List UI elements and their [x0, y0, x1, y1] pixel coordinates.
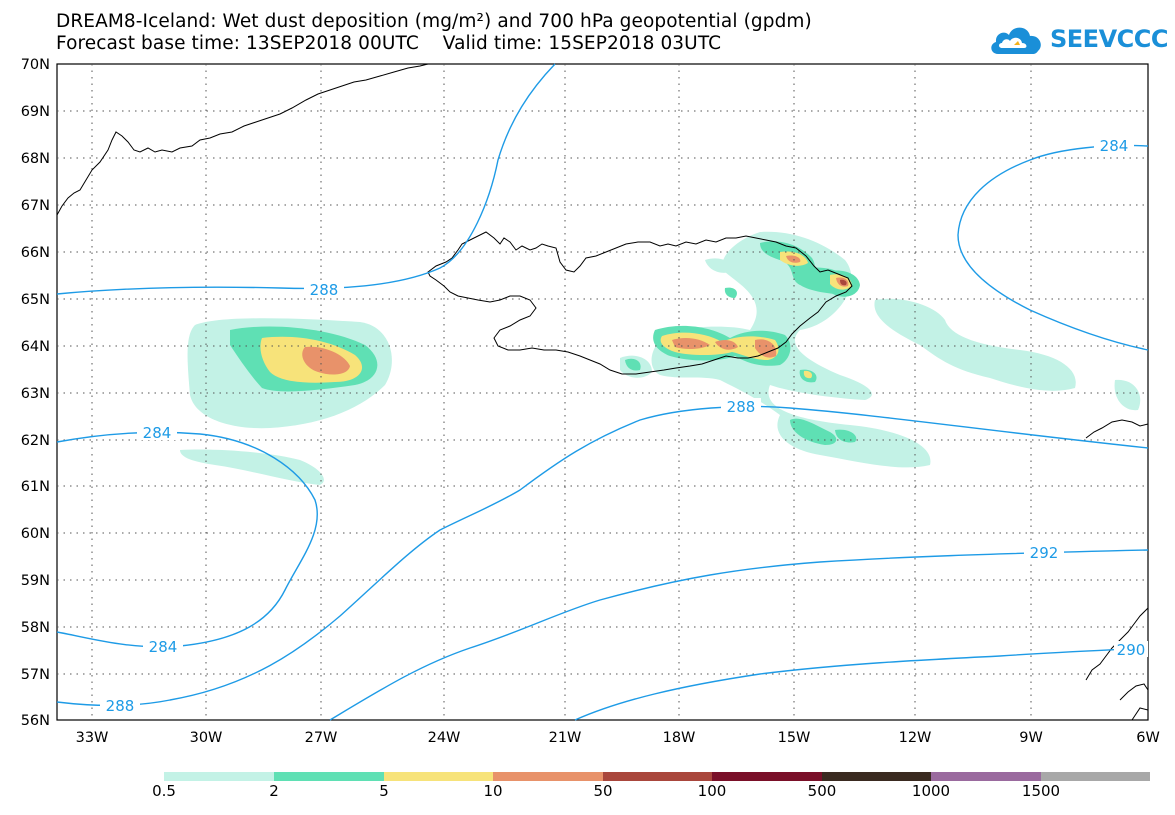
legend-label: 5 [379, 782, 389, 800]
legend-swatch [1041, 772, 1150, 781]
dust-area-north-light [705, 258, 731, 273]
dust-area-south-orange-2 [715, 339, 738, 350]
latitude-labels: 70N 69N 68N 67N 66N 65N 64N 63N 62N 61N … [21, 57, 50, 729]
legend-label: 500 [807, 782, 837, 800]
contour-label: 284 [143, 424, 172, 442]
greenland-coast [56, 63, 429, 216]
iceland-coast [427, 231, 853, 375]
contour-292 [329, 549, 1149, 721]
map-subtitle: Forecast base time: 13SEP2018 00UTC Vali… [56, 33, 722, 54]
contour-label: 292 [1030, 544, 1059, 562]
contour-label: 288 [106, 697, 135, 715]
legend-swatch [603, 772, 712, 781]
lat-label: 60N [21, 526, 50, 542]
contour-label: 290 [1117, 641, 1146, 659]
legend-label: 50 [593, 782, 613, 800]
lon-label: 30W [190, 730, 223, 746]
dust-area-northeast-orange [786, 255, 801, 263]
contour-label: 284 [149, 638, 178, 656]
legend-swatch [164, 772, 274, 781]
dust-area-northeast-light [874, 298, 1076, 391]
legend-label: 10 [483, 782, 503, 800]
lon-label: 24W [428, 730, 461, 746]
lat-label: 58N [21, 620, 50, 636]
contour-288-south [56, 405, 1149, 707]
legend-label: 1500 [1021, 782, 1061, 800]
dust-deposition-shading [180, 231, 1141, 485]
lat-label: 65N [21, 292, 50, 308]
seevccc-logo: SEEVCCC [988, 18, 1169, 60]
lat-label: 56N [21, 713, 50, 729]
dust-area-small-yellow [803, 370, 813, 379]
coastlines [56, 63, 1149, 721]
dust-area-small-green-1 [625, 358, 641, 371]
lon-label: 15W [778, 730, 811, 746]
dust-area-far-east-light [1114, 379, 1141, 411]
legend-swatch [493, 772, 603, 781]
lat-label: 67N [21, 198, 50, 214]
contour-288-north [56, 63, 556, 295]
lon-label: 33W [76, 730, 109, 746]
dust-area-southeast-green-2 [835, 429, 857, 443]
scotland-coast [1085, 607, 1149, 721]
contour-284-east [957, 144, 1149, 351]
dust-area-east-light [651, 231, 931, 468]
lon-label: 18W [663, 730, 696, 746]
map-title: DREAM8-Iceland: Wet dust deposition (mg/… [56, 11, 812, 32]
contour-290-south [574, 647, 1149, 721]
map-frame [56, 63, 1149, 721]
legend-swatch [384, 772, 493, 781]
lon-label: 6W [1136, 730, 1160, 746]
legend-colorbar [164, 772, 1150, 781]
lon-label: 27W [305, 730, 338, 746]
lon-label: 9W [1019, 730, 1043, 746]
dust-area-small-green-2 [724, 287, 737, 298]
dust-area-west-orange [302, 346, 350, 375]
cloud-logo-icon [991, 27, 1041, 54]
lat-label: 63N [21, 386, 50, 402]
dust-area-south-orange-3 [755, 339, 777, 358]
lat-label: 61N [21, 479, 50, 495]
faroe-shetland-coast [1085, 419, 1149, 439]
lat-label: 64N [21, 339, 50, 355]
lon-label: 12W [899, 730, 932, 746]
legend-swatch [931, 772, 1041, 781]
lat-label: 70N [21, 57, 50, 73]
dust-area-southeast-green [790, 418, 837, 445]
lat-label: 68N [21, 151, 50, 167]
legend-label: 2 [269, 782, 279, 800]
legend-swatch [274, 772, 384, 781]
legend-label: 0.5 [152, 782, 176, 800]
lat-label: 66N [21, 245, 50, 261]
geopotential-contours [56, 63, 1149, 721]
contour-labels: 288 284 284 288 284 288 292 290 [100, 137, 1148, 715]
legend-label: 100 [697, 782, 727, 800]
dust-area-east-red [840, 279, 847, 286]
legend-swatch [822, 772, 931, 781]
contour-label: 288 [727, 398, 756, 416]
graticule [57, 64, 1148, 720]
lat-label: 59N [21, 573, 50, 589]
contour-label: 284 [1100, 137, 1129, 155]
lon-label: 21W [549, 730, 582, 746]
contour-label: 288 [310, 281, 339, 299]
dust-area-southwest-strip [180, 449, 324, 485]
legend-swatch [712, 772, 822, 781]
logo-text: SEEVCCC [1050, 25, 1169, 53]
lat-label: 62N [21, 433, 50, 449]
lat-label: 57N [21, 667, 50, 683]
legend-label: 1000 [911, 782, 951, 800]
lat-label: 69N [21, 104, 50, 120]
longitude-labels: 33W 30W 27W 24W 21W 18W 15W 12W 9W 6W [76, 730, 1160, 746]
